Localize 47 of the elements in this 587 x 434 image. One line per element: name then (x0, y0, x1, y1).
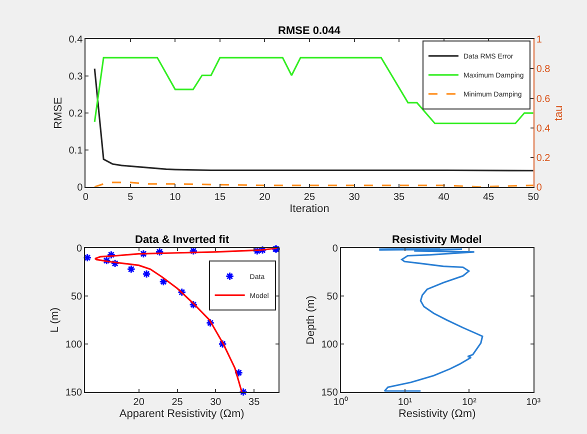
y-tick-label: 100 (65, 340, 83, 350)
y2-tick-label: 0 (536, 182, 542, 194)
y-tick-label: 50 (326, 292, 338, 303)
y2-tick-label: 0.8 (536, 64, 551, 76)
x-tick-label: 45 (482, 192, 495, 203)
chart-title: Resistivity Model (392, 234, 482, 246)
x-tick-label: 30 (210, 396, 222, 408)
y2-tick-label: 0.4 (536, 123, 551, 134)
x-axis-title: Resistivity (Ωm) (398, 408, 476, 420)
x-tick-label: 5 (128, 192, 134, 203)
x-tick-label: 25 (304, 192, 316, 203)
x-axis-title: Iteration (290, 203, 330, 216)
x-tick-label: 10 (170, 192, 182, 203)
x-tick-label: 10² (462, 396, 478, 408)
x-tick-label: 15 (214, 192, 226, 203)
x-axis-title: Apparent Resistivity (Ωm) (119, 408, 244, 420)
y-tick-label: 50 (70, 292, 83, 303)
y-tick-label: 0.3 (68, 72, 84, 83)
y-axis-title: RMSE (52, 97, 64, 129)
x-tick-label: 40 (438, 192, 450, 203)
y-tick-label: 0.4 (68, 34, 84, 46)
x-tick-label: 10¹ (398, 396, 413, 408)
y2-tick-label: 0.6 (536, 94, 551, 105)
y-tick-label: 150 (65, 387, 83, 398)
x-tick-label: 25 (172, 396, 184, 408)
x-tick-label: 35 (248, 396, 260, 408)
x-tick-label: 10⁰ (333, 396, 348, 408)
chart-title: Data & Inverted fit (135, 234, 230, 246)
y-tick-label: 0 (332, 244, 338, 255)
x-tick-label: 20 (133, 396, 145, 408)
y2-tick-label: 1 (536, 34, 542, 46)
x-tick-label: 30 (348, 192, 360, 203)
x-tick-label: 20 (259, 192, 271, 203)
x-tick-label: 35 (393, 192, 406, 203)
y-tick-label: 100 (321, 340, 338, 350)
y-tick-label: 0.1 (68, 145, 84, 156)
y-tick-label: 150 (321, 387, 338, 398)
y-axis-title: L (m) (49, 307, 62, 333)
x-tick-label: 50 (528, 192, 540, 203)
y-tick-label: 0 (76, 244, 83, 255)
y-tick-label: 0.2 (68, 108, 84, 120)
x-tick-label: 10³ (526, 396, 542, 408)
y-tick-label: 0 (77, 182, 84, 194)
chart-title: RMSE 0.044 (278, 25, 342, 37)
y-axis-title: Depth (m) (304, 296, 317, 344)
y2-axis-title: tau (552, 105, 565, 121)
y2-tick-label: 0.2 (536, 152, 551, 164)
